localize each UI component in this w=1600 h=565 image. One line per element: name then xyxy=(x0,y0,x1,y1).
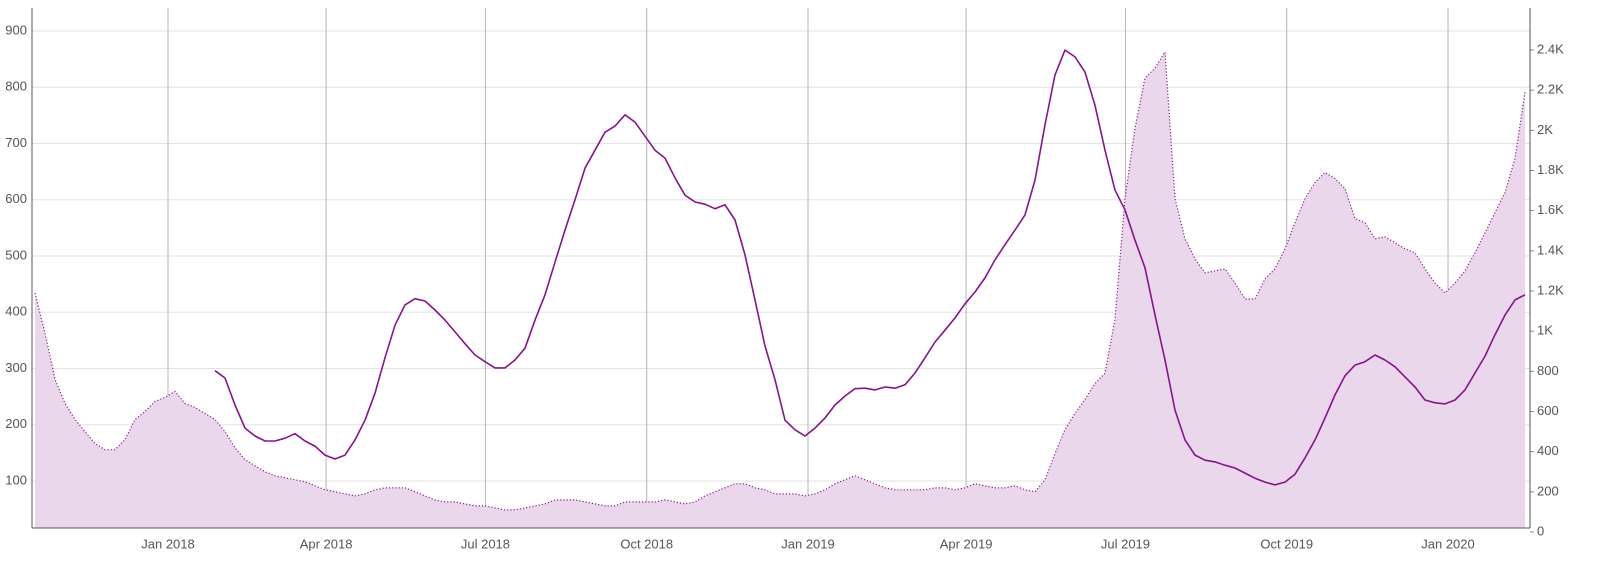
y2-tick-label: 400 xyxy=(1537,443,1559,458)
y-tick-label: 500 xyxy=(5,247,27,262)
y2-tick-label: 2.4K xyxy=(1537,41,1564,56)
x-tick-label: Jan 2019 xyxy=(781,536,835,551)
y-tick-label: 800 xyxy=(5,79,27,94)
y2-tick-label: 2K xyxy=(1537,122,1553,137)
y-tick-label: 100 xyxy=(5,472,27,487)
y-tick-label: 300 xyxy=(5,360,27,375)
x-tick-label: Jul 2018 xyxy=(461,536,510,551)
x-tick-label: Oct 2018 xyxy=(620,536,673,551)
y-tick-label: 700 xyxy=(5,135,27,150)
y2-tick-label: 200 xyxy=(1537,483,1559,498)
y2-tick-label: 1.2K xyxy=(1537,282,1564,297)
series-line xyxy=(214,49,1526,486)
area-line xyxy=(34,50,1526,511)
y2-tick-label: 800 xyxy=(1537,363,1559,378)
y2-tick-label: 0 xyxy=(1537,523,1544,538)
y-tick-label: 400 xyxy=(5,304,27,319)
y-tick-label: 900 xyxy=(5,22,27,37)
y-tick-label: 600 xyxy=(5,191,27,206)
y2-tick-label: 2.2K xyxy=(1537,82,1564,97)
x-tick-label: Apr 2019 xyxy=(940,536,993,551)
x-tick-label: Jan 2020 xyxy=(1421,536,1475,551)
y-tick-label: 200 xyxy=(5,416,27,431)
y2-tick-label: 1.8K xyxy=(1537,162,1564,177)
x-tick-label: Apr 2018 xyxy=(300,536,353,551)
x-tick-label: Oct 2019 xyxy=(1260,536,1313,551)
y2-tick-label: 1.6K xyxy=(1537,202,1564,217)
x-tick-label: Jan 2018 xyxy=(141,536,195,551)
area-fill xyxy=(35,52,1525,528)
y2-tick-label: 1.4K xyxy=(1537,242,1564,257)
x-tick-label: Jul 2019 xyxy=(1101,536,1150,551)
y2-tick-label: 600 xyxy=(1537,403,1559,418)
y2-tick-label: 1K xyxy=(1537,323,1553,338)
